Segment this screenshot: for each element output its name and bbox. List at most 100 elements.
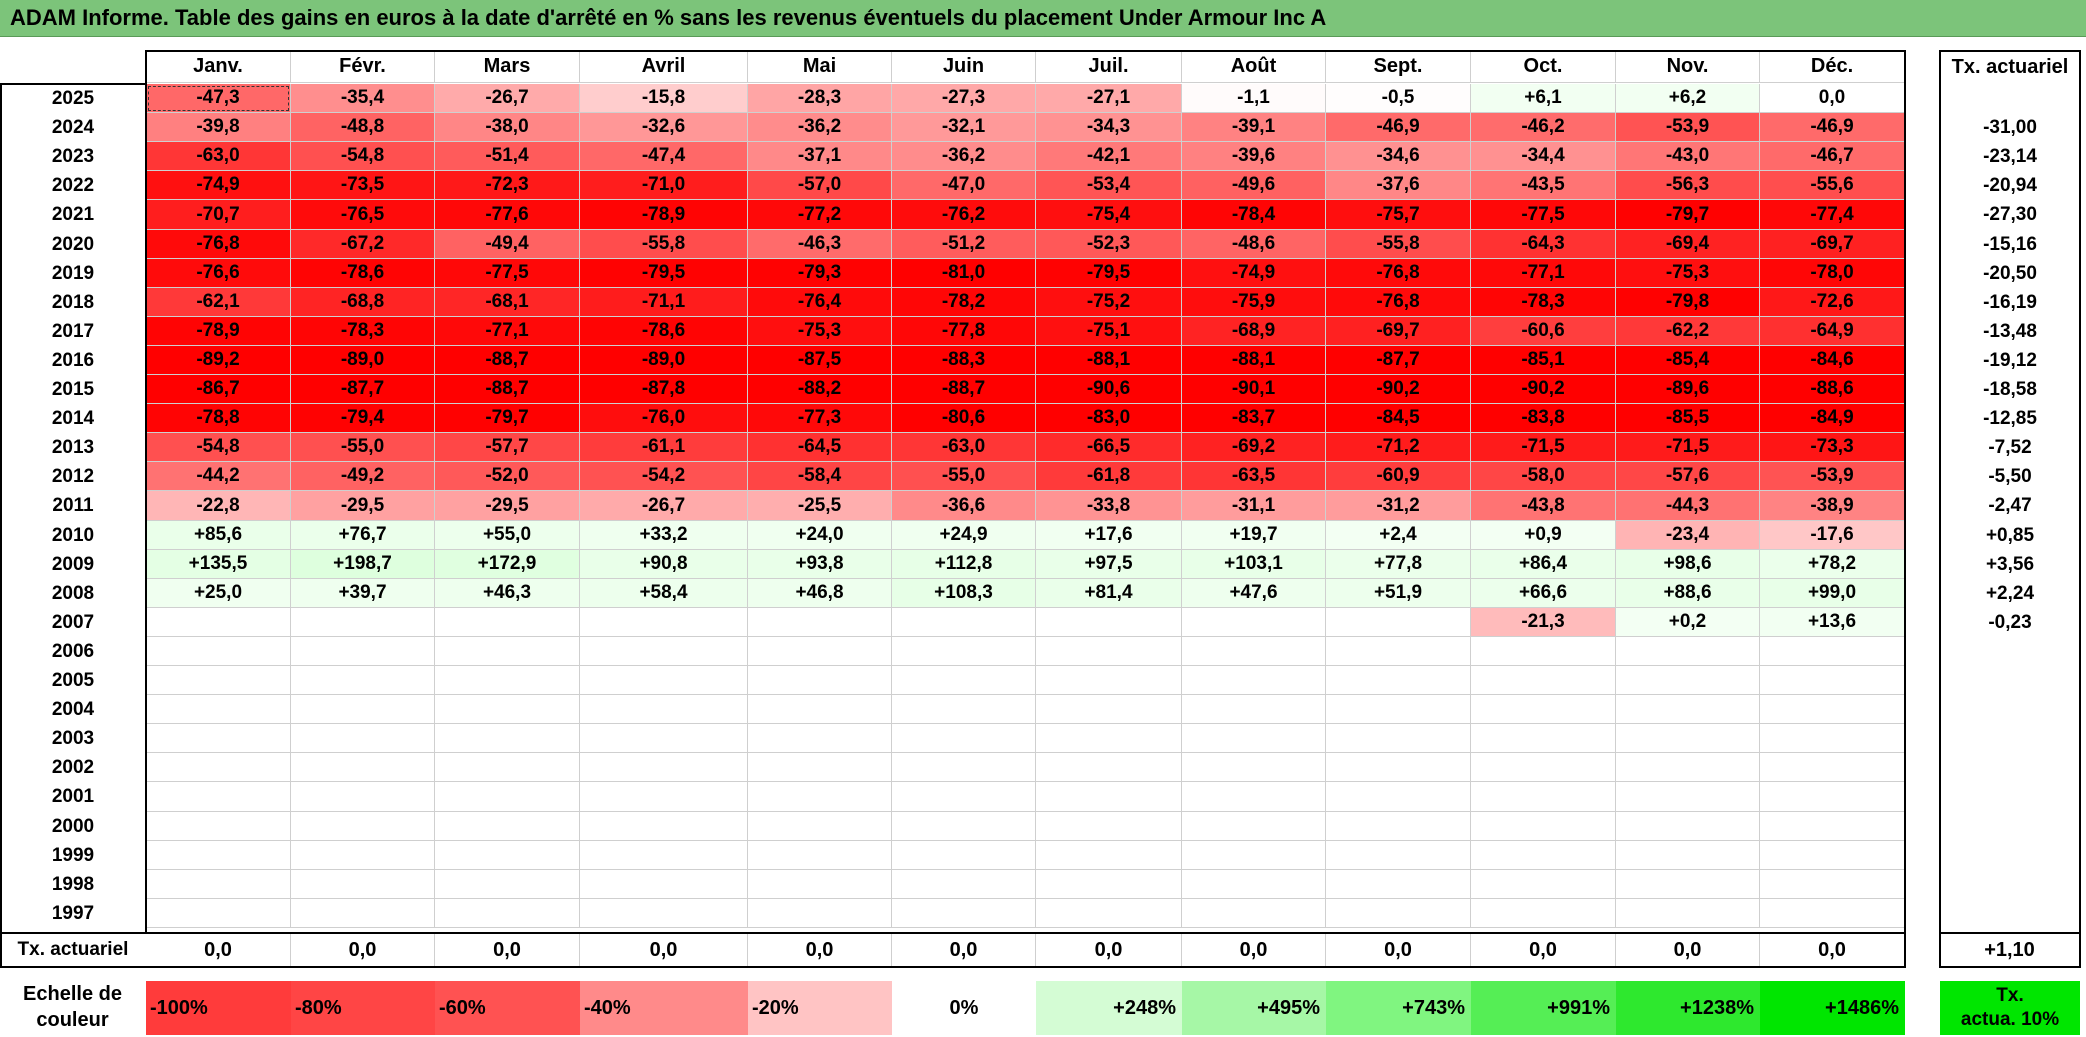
color-scale-swatch: +1486% bbox=[1760, 981, 1905, 1035]
value-cell bbox=[1471, 753, 1616, 782]
value-cell: -90,2 bbox=[1471, 375, 1616, 404]
value-cell: -48,8 bbox=[291, 113, 435, 142]
rate-cell: +0,85 bbox=[1985, 524, 2035, 546]
value-cell: -52,3 bbox=[1036, 230, 1182, 259]
value-cell bbox=[1616, 753, 1760, 782]
value-cell bbox=[892, 666, 1036, 695]
value-cell: -26,7 bbox=[435, 84, 580, 113]
value-cell: +78,2 bbox=[1760, 550, 1905, 579]
value-cell bbox=[892, 724, 1036, 753]
value-cell bbox=[892, 753, 1036, 782]
value-cell: -79,7 bbox=[435, 404, 580, 433]
month-header: Janv. bbox=[146, 51, 291, 83]
rate-cell: -19,12 bbox=[1983, 349, 2037, 371]
value-cell: -74,9 bbox=[146, 171, 291, 200]
value-cell bbox=[435, 608, 580, 637]
value-cell bbox=[146, 782, 291, 812]
value-cell bbox=[146, 724, 291, 753]
value-cell: -55,8 bbox=[1326, 230, 1471, 259]
rate-header: Tx. actuariel bbox=[1951, 55, 2069, 78]
value-cell: +108,3 bbox=[892, 579, 1036, 608]
value-cell bbox=[1760, 637, 1905, 666]
value-cell: -34,6 bbox=[1326, 142, 1471, 171]
value-cell: -57,6 bbox=[1616, 462, 1760, 491]
value-cell: -72,3 bbox=[435, 171, 580, 200]
month-header: Mai bbox=[748, 51, 892, 83]
value-cell: -27,3 bbox=[892, 84, 1036, 113]
value-cell: -49,2 bbox=[291, 462, 435, 491]
value-cell bbox=[435, 782, 580, 812]
footer-value: 0,0 bbox=[580, 933, 748, 967]
value-cell bbox=[435, 753, 580, 782]
value-cell: +25,0 bbox=[146, 579, 291, 608]
rate-cell bbox=[1940, 899, 2080, 928]
color-scale-swatch: -20% bbox=[748, 981, 892, 1035]
color-scale-swatch: +991% bbox=[1471, 981, 1616, 1035]
value-cell: -89,6 bbox=[1616, 375, 1760, 404]
value-cell: -55,0 bbox=[892, 462, 1036, 491]
value-cell: -88,7 bbox=[435, 346, 580, 375]
value-cell: -0,5 bbox=[1326, 84, 1471, 113]
value-cell: -29,5 bbox=[435, 491, 580, 521]
value-cell: -28,3 bbox=[748, 84, 892, 113]
year-label: 2002 bbox=[51, 756, 95, 778]
value-cell bbox=[146, 870, 291, 899]
color-scale-swatch: +495% bbox=[1182, 981, 1326, 1035]
value-cell: -73,3 bbox=[1760, 433, 1905, 462]
value-cell: -47,0 bbox=[892, 171, 1036, 200]
value-cell: -88,7 bbox=[435, 375, 580, 404]
value-cell bbox=[892, 608, 1036, 637]
value-cell bbox=[435, 812, 580, 841]
value-cell: +19,7 bbox=[1182, 521, 1326, 550]
value-cell: -86,7 bbox=[146, 375, 291, 404]
value-cell: -87,5 bbox=[748, 346, 892, 375]
footer-label: Tx. actuariel bbox=[17, 939, 129, 960]
value-cell: -69,7 bbox=[1326, 317, 1471, 346]
value-cell: +103,1 bbox=[1182, 550, 1326, 579]
value-cell bbox=[435, 724, 580, 753]
value-cell: -63,0 bbox=[892, 433, 1036, 462]
value-cell: -85,5 bbox=[1616, 404, 1760, 433]
value-cell bbox=[1760, 666, 1905, 695]
value-cell bbox=[1182, 782, 1326, 812]
value-cell: -76,6 bbox=[146, 259, 291, 288]
value-cell: -78,9 bbox=[580, 200, 748, 230]
value-cell: +13,6 bbox=[1760, 608, 1905, 637]
month-header: Sept. bbox=[1326, 51, 1471, 83]
year-label: 2001 bbox=[51, 786, 95, 807]
footer-value: 0,0 bbox=[1326, 933, 1471, 967]
value-cell bbox=[1036, 724, 1182, 753]
value-cell bbox=[1471, 841, 1616, 870]
value-cell: -87,7 bbox=[1326, 346, 1471, 375]
value-cell: -54,8 bbox=[291, 142, 435, 171]
month-header: Juin bbox=[892, 51, 1036, 83]
value-cell: -64,5 bbox=[748, 433, 892, 462]
color-scale-label-line2: couleur bbox=[36, 1009, 109, 1031]
value-cell bbox=[1471, 782, 1616, 812]
year-label: 1997 bbox=[51, 902, 95, 924]
value-cell: -58,4 bbox=[748, 462, 892, 491]
color-scale-swatch: +1238% bbox=[1616, 981, 1760, 1035]
value-cell bbox=[1036, 841, 1182, 870]
value-cell bbox=[1616, 724, 1760, 753]
value-cell bbox=[1326, 695, 1471, 724]
value-cell: -88,3 bbox=[892, 346, 1036, 375]
rate-cell: -20,50 bbox=[1983, 262, 2037, 284]
rate-cell: +2,24 bbox=[1985, 582, 2035, 604]
value-cell: +46,8 bbox=[748, 579, 892, 608]
value-cell bbox=[1616, 637, 1760, 666]
value-cell: -76,8 bbox=[146, 230, 291, 259]
value-cell: -77,8 bbox=[892, 317, 1036, 346]
value-cell: -22,8 bbox=[146, 491, 291, 521]
value-cell bbox=[1036, 812, 1182, 841]
value-cell bbox=[146, 695, 291, 724]
value-cell: -72,6 bbox=[1760, 288, 1905, 317]
value-cell bbox=[435, 870, 580, 899]
rate-cell: +3,56 bbox=[1985, 553, 2035, 575]
value-cell: -1,1 bbox=[1182, 84, 1326, 113]
value-cell bbox=[1616, 899, 1760, 928]
value-cell bbox=[1326, 637, 1471, 666]
value-cell: -77,1 bbox=[1471, 259, 1616, 288]
value-cell: -46,2 bbox=[1471, 113, 1616, 142]
value-cell bbox=[146, 899, 291, 928]
